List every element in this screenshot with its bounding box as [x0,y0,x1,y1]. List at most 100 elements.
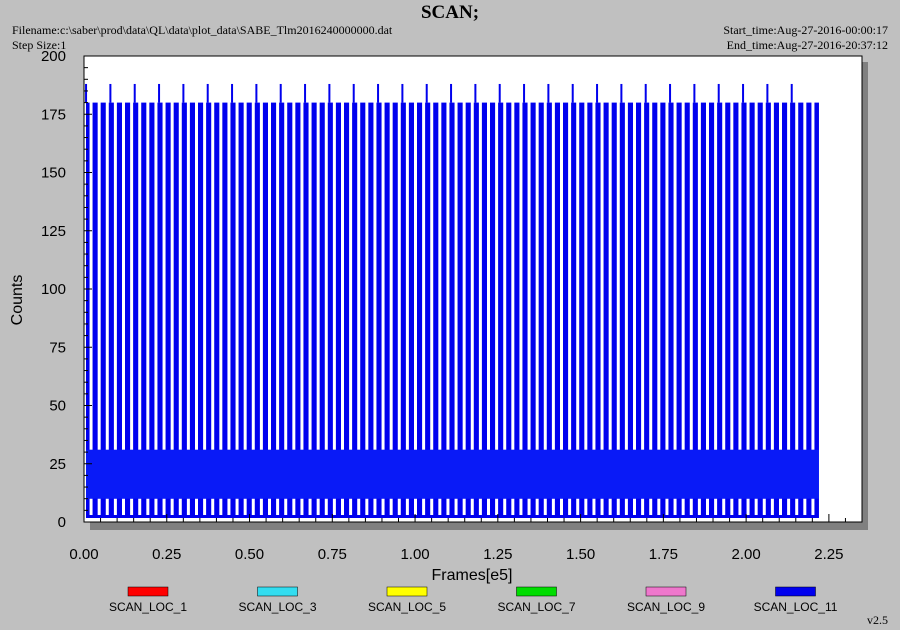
scan-gap [113,101,117,450]
scan-gap-low [381,498,385,516]
scan-gap-low [665,498,669,516]
scan-gap [649,101,653,450]
scan-gap [267,101,271,450]
legend-swatch [516,586,557,597]
scan-gap [543,101,547,450]
scan-gap [535,101,539,450]
x-tick-label: 0.50 [235,546,264,563]
scan-gap-low [673,498,677,516]
axis-layer: 0.00 0.25 0.50 0.75 1.00 1.25 1.50 1.75 2.00 2.25… [41,48,863,563]
scan-gap-low [705,498,709,516]
scan-gap [300,101,304,450]
scan-gap-low [697,498,701,516]
scan-gap-low [486,498,490,516]
legend-swatch [386,586,428,597]
scan-gap-low [373,498,377,516]
scan-gap [722,101,726,450]
y-tick-label: 100 [41,281,66,298]
scan-gap [365,101,369,450]
scan-gap [422,101,426,450]
scan-gap-low [535,498,539,516]
y-tick-label: 125 [41,223,66,240]
legend: SCAN_LOC_1 SCAN_LOC_3 SCAN_LOC_5 SCAN_LOC_7… [109,586,838,614]
scan-gap-low [121,498,125,516]
scan-gap [673,101,677,450]
y-tick-label: 150 [41,165,66,182]
scan-gap [714,101,718,450]
scan-gap-low [454,498,458,516]
scan-gap-low [219,498,223,516]
scan-gap [486,101,490,450]
scan-gap [97,101,101,450]
scan-gap [373,101,377,450]
scan-gap-low [543,498,547,516]
scan-gap-low [754,498,758,516]
scan-gap-low [413,498,417,516]
scan-gap [738,101,742,450]
scan-gap [665,101,669,450]
scan-gap [551,101,555,450]
scan-gap-low [503,498,507,516]
scan-gap [511,101,515,450]
scan-gap [397,101,401,450]
x-tick-label: 0.75 [318,546,347,563]
scan-gap-low [568,498,572,516]
scan-gap-low [608,498,612,516]
scan-gap [162,101,166,450]
scan-gap [381,101,385,450]
scan-gap [446,101,450,450]
scan-gap [746,101,750,450]
scan-gap-low [154,498,158,516]
scan-gap [227,101,231,450]
data-layer [85,83,819,518]
scan-gap [624,101,628,450]
scan-gap-low [803,498,807,516]
legend-swatch [257,586,298,597]
scan-gap [559,101,563,450]
end-time-text: End_time:Aug-27-2016-20:37:12 [726,38,888,52]
scan-gap [689,101,693,450]
scan-gap-low [276,498,280,516]
scan-gap-low [267,498,271,516]
scan-gap [121,101,125,450]
scan-gap [105,101,109,450]
scan-gap [705,101,709,450]
scan-gap [527,101,531,450]
legend-label: SCAN_LOC_3 [238,600,316,614]
scan-gap [438,101,442,450]
scan-gap [430,101,434,450]
scan-gap [762,101,766,450]
scan-gap [332,101,336,450]
scan-gap-low [389,498,393,516]
step-size-text: Step Size:1 [12,38,67,52]
scan-gap-low [203,498,207,516]
scan-gap-low [405,498,409,516]
scan-gap [235,101,239,450]
scan-gap-low [649,498,653,516]
scan-gap-low [162,498,166,516]
scan-gap [292,101,296,450]
scan-gap [608,101,612,450]
scan-gap-low [340,498,344,516]
scan-gap-low [795,498,799,516]
scan-gap-low [349,498,353,516]
scan-gap [778,101,782,450]
scan-gap-low [778,498,782,516]
scan-gap [89,101,93,450]
scan-gap [470,101,474,450]
scan-gap [681,101,685,450]
scan-gap-low [511,498,515,516]
scan-gap [405,101,409,450]
scan-gap-low [186,498,190,516]
scan-gap-low [332,498,336,516]
scan-gap-low [97,498,101,516]
scan-gap [211,101,215,450]
scan-gap [146,101,150,450]
version-label: v2.5 [867,613,888,627]
scan-gap-low [600,498,604,516]
scan-gap-low [714,498,718,516]
x-tick-label: 1.00 [400,546,429,563]
scan-gap [243,101,247,450]
scan-gap-low [251,498,255,516]
